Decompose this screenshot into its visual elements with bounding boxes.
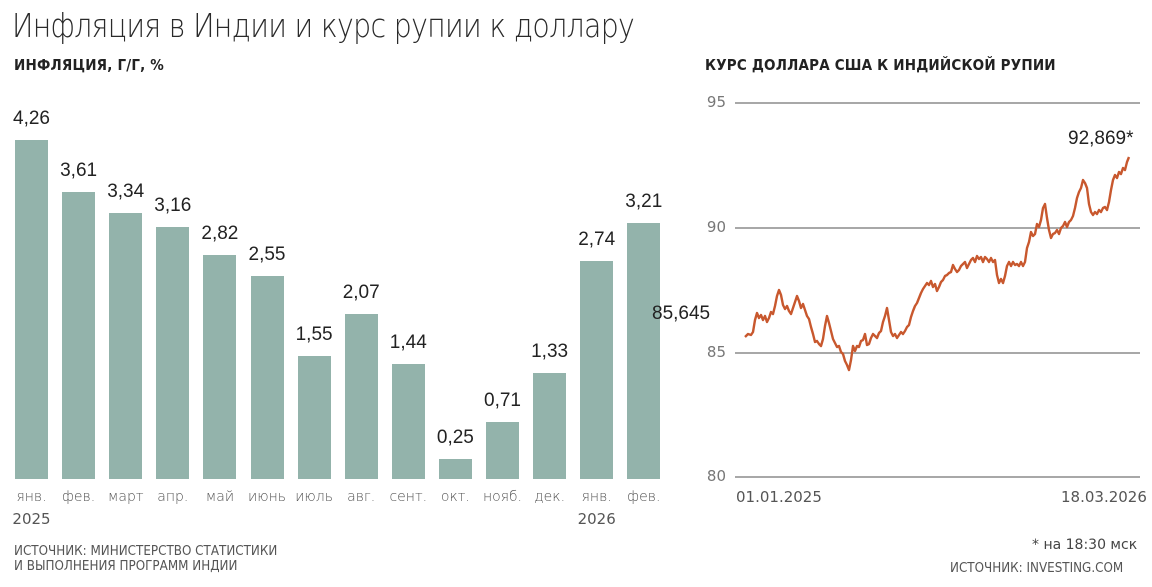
bar-value-label: 2,55	[248, 244, 286, 266]
y-tick-80: 80	[706, 467, 726, 485]
gridline-80	[735, 476, 1140, 478]
x-axis-month-label: окт.	[440, 489, 470, 505]
end-date-label: 18.03.2026	[1061, 488, 1147, 506]
bar	[533, 373, 567, 479]
x-axis-year-label: 2025	[12, 510, 51, 528]
bar	[109, 213, 143, 479]
bar	[391, 364, 425, 479]
bar-value-label: 2,07	[342, 282, 380, 304]
inflation-source-line1: ИСТОЧНИК: МИНИСТЕРСТВО СТАТИСТИКИ	[14, 544, 278, 559]
x-axis-month-label: июнь	[247, 489, 286, 505]
bar	[627, 223, 661, 479]
gridline-85	[735, 352, 1140, 354]
gridline-95	[735, 102, 1140, 104]
bar	[344, 314, 378, 479]
inflation-source-line2: И ВЫПОЛНЕНИЯ ПРОГРАММ ИНДИИ	[14, 559, 238, 574]
bar-value-label: 2,82	[201, 222, 239, 244]
x-axis-month-label: дек.	[534, 489, 566, 505]
y-tick-85: 85	[706, 343, 726, 361]
x-axis-month-label: март	[107, 489, 144, 505]
bar	[15, 139, 48, 479]
bar	[62, 191, 96, 479]
start-date-label: 01.01.2025	[736, 488, 822, 506]
exchange-chart-title: КУРС ДОЛЛАРА США К ИНДИЙСКОЙ РУПИИ	[705, 56, 1056, 74]
y-tick-90: 90	[706, 218, 726, 236]
footnote: * на 18:30 мск	[1032, 537, 1138, 553]
end-value-label: 92,869*	[1068, 128, 1134, 149]
bar-value-label: 3,21	[625, 191, 663, 213]
start-value-label: 85,645	[652, 303, 711, 324]
bar-value-label: 3,61	[60, 159, 98, 181]
bar-value-label: 1,44	[389, 332, 427, 354]
exchange-source: ИСТОЧНИК: INVESTING.COM	[950, 561, 1124, 576]
y-tick-95: 95	[706, 93, 726, 111]
bar-value-label: 1,33	[531, 341, 569, 363]
bar-value-label: 0,71	[484, 390, 521, 412]
x-axis-month-label: янв.	[16, 489, 47, 505]
bar-value-label: 3,16	[154, 195, 192, 217]
bar-value-label: 1,55	[295, 323, 333, 345]
x-axis-month-label: сент.	[389, 489, 428, 505]
x-axis-month-label: нояб.	[482, 489, 523, 505]
gridline-90	[735, 227, 1140, 229]
x-axis-month-label: фев.	[627, 489, 661, 505]
x-axis-year-label: 2026	[577, 510, 616, 528]
bar-value-label: 0,25	[436, 427, 474, 449]
bar-value-label: 2,74	[578, 228, 616, 250]
x-axis-month-label: авг.	[347, 489, 376, 505]
inflation-chart-title: ИНФЛЯЦИЯ, Г/Г, %	[14, 56, 165, 74]
x-axis-month-label: апр.	[157, 489, 189, 505]
bar	[486, 422, 519, 479]
bar	[250, 276, 284, 479]
bar	[156, 227, 190, 479]
page-title: Инфляция в Индии и курс рупии к доллару	[12, 6, 635, 45]
x-axis-month-label: фев.	[61, 489, 96, 505]
bar	[580, 260, 614, 479]
x-axis-month-label: июль	[295, 489, 333, 505]
x-axis-month-label: янв.	[581, 489, 612, 505]
bar	[203, 254, 237, 479]
bar-value-label: 3,34	[107, 181, 145, 203]
x-axis-month-label: май	[205, 489, 235, 505]
bar	[297, 355, 331, 479]
bar-value-label: 4,26	[13, 107, 50, 129]
bar	[438, 459, 472, 479]
